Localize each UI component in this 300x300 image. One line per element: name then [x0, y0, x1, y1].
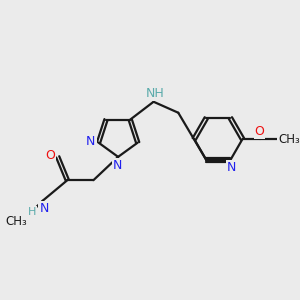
Text: N: N [113, 159, 122, 172]
Text: O: O [255, 125, 265, 138]
Text: N: N [86, 135, 95, 148]
Text: O: O [45, 149, 55, 162]
Text: N: N [227, 161, 236, 174]
Text: CH₃: CH₃ [278, 133, 300, 146]
Text: H: H [28, 207, 36, 217]
Text: N: N [39, 202, 49, 215]
Text: CH₃: CH₃ [5, 215, 27, 228]
Text: NH: NH [146, 87, 164, 100]
